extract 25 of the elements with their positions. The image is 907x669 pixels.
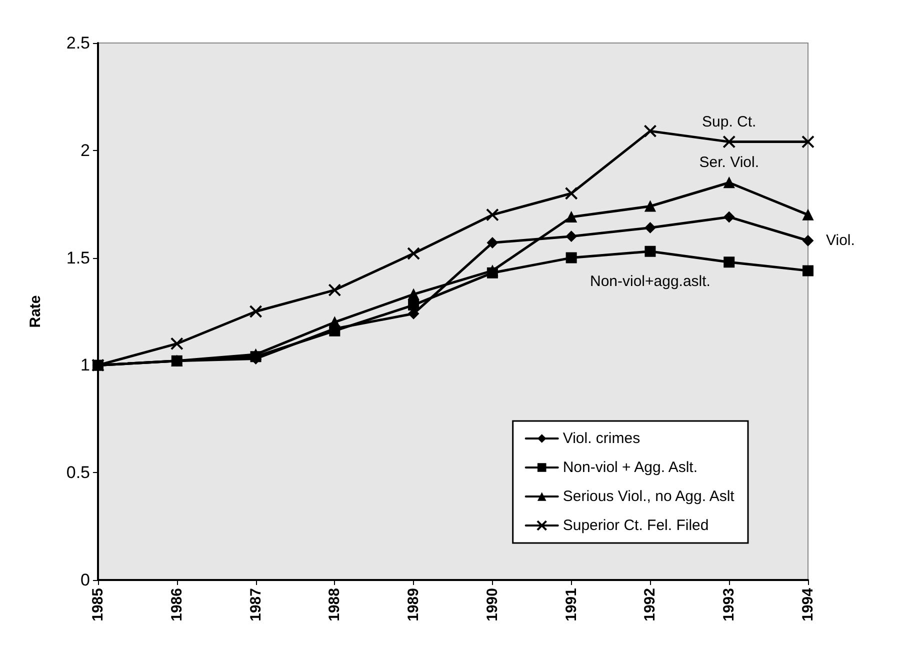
x-tick-label: 1994 [800,587,816,622]
y-tick-label: 1.5 [66,248,90,268]
x-tick-label: 1987 [247,588,264,622]
x-tick-label: 1985 [90,588,106,622]
x-tick-label: 1993 [720,588,738,622]
annotation: Viol. [826,232,855,250]
x-tick-label: 1992 [642,588,659,622]
x-tick-label: 1991 [562,588,580,622]
y-tick-label: 2 [80,140,90,160]
annotation: Non-viol+agg.aslt. [590,272,710,290]
y-tick-label: 0.5 [66,463,90,482]
x-tick-label: 1986 [168,588,186,622]
y-axis-title: Rate [27,295,44,328]
annotation: Sup. Ct. [702,113,756,130]
annotation: Ser. Viol. [699,154,759,172]
legend-label: Superior Ct. Fel. Filed [562,517,709,534]
x-tick-label: 1989 [405,588,422,622]
legend-label: Non-viol + Agg. Aslt. [562,459,698,476]
legend-label: Viol. crimes [562,430,640,447]
legend-label: Serious Viol., no Agg. Aslt [562,488,736,505]
x-tick-label: 1988 [326,588,344,622]
y-tick-label: 0 [80,570,90,590]
y-tick-label: 2.5 [66,34,90,52]
x-tick-label: 1990 [484,588,501,622]
y-tick-label: 1 [80,356,90,375]
